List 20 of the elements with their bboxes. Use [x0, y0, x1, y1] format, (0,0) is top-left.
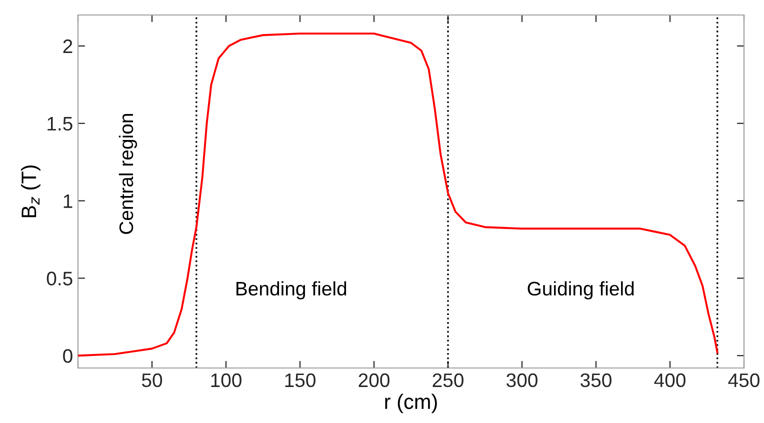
y-tick-label: 0 [63, 349, 72, 363]
x-tick-label: 400 [654, 373, 686, 388]
x-axis-title: r (cm) [385, 394, 437, 414]
y-tick-label: 2 [63, 39, 72, 54]
y-tick-label: 0.5 [46, 272, 72, 286]
annotation: Guiding field [528, 281, 634, 300]
x-tick-label: 200 [358, 373, 390, 388]
x-tick-label: 150 [285, 373, 316, 388]
annotation: Bending field [236, 281, 346, 300]
x-tick-label: 100 [211, 373, 242, 388]
line-series [78, 32, 718, 357]
x-tick-label: 300 [506, 373, 538, 388]
y-axis-title: B$_{z}$ (T) [20, 165, 40, 218]
y-tick-label: 1 [64, 194, 72, 208]
y-tick-label: 1.5 [48, 117, 72, 131]
annotation: Central region [118, 114, 138, 234]
x-tick-label: 450 [728, 373, 760, 388]
x-tick-label: 350 [580, 373, 612, 388]
x-tick-label: 250 [432, 373, 464, 388]
x-tick-label: 50 [142, 373, 162, 388]
